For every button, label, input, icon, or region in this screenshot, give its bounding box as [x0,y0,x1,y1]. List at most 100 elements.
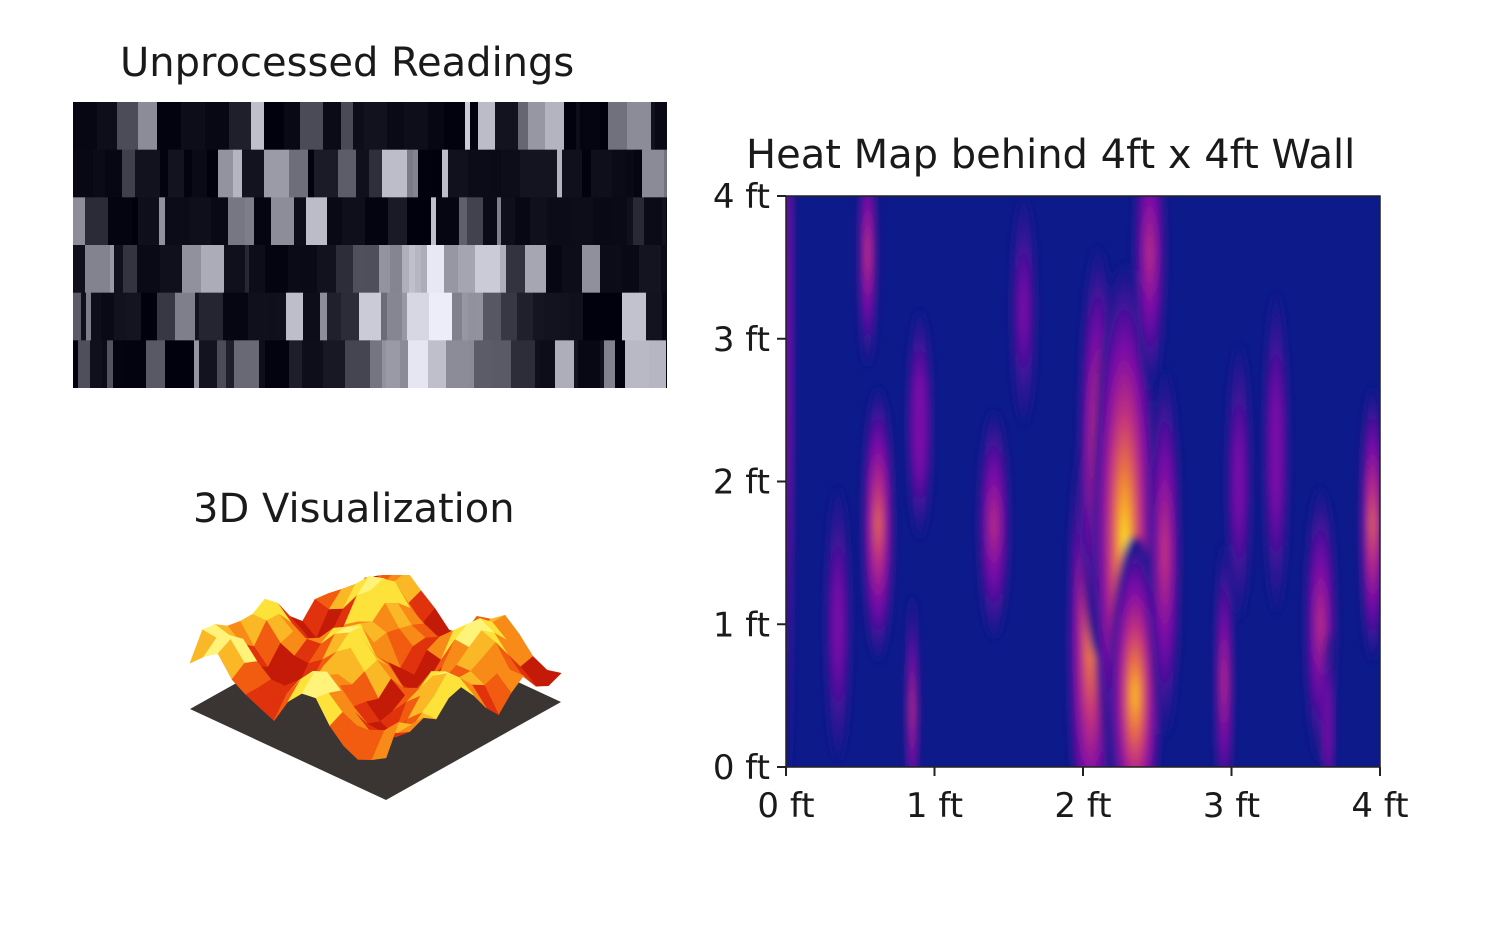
raw-reading-cell [73,149,94,198]
raw-reading-cell [192,149,208,198]
raw-reading-cell [545,102,565,151]
raw-reading-cell [569,292,584,341]
raw-reading-cell [207,149,219,198]
raw-reading-cell [562,149,583,198]
raw-reading-cell [576,102,581,151]
raw-reading-cell [205,102,230,151]
raw-readings-title: Unprocessed Readings [120,40,575,86]
raw-reading-cell [444,102,466,151]
raw-reading-cell [245,197,255,246]
raw-reading-cell [224,245,246,294]
raw-reading-cell [501,197,516,246]
raw-reading-cell [127,292,142,341]
raw-reading-cell [77,102,98,151]
raw-reading-cell [436,197,460,246]
raw-reading-cell [446,340,470,388]
raw-reading-cell [664,149,667,198]
x-tick-label: 1 ft [906,786,963,826]
raw-reading-cell [459,197,468,246]
raw-reading-cell [578,340,583,388]
raw-reading-cell [146,340,166,388]
raw-reading-cell [644,197,663,246]
raw-reading-cell [137,245,161,294]
raw-reading-cell [302,245,318,294]
raw-reading-cell [402,292,408,341]
raw-reading-cell [646,292,663,341]
raw-reading-cell [105,149,123,198]
raw-reading-cell [381,292,388,341]
raw-reading-cell [407,197,432,246]
raw-reading-cell [506,245,526,294]
raw-reading-cell [217,340,227,388]
raw-reading-cell [615,340,626,388]
heatmap-hotspot [1133,196,1167,391]
raw-reading-cell [271,197,295,246]
surface-title: 3D Visualization [193,486,515,532]
raw-reading-cell [323,102,342,151]
raw-reading-cell [365,197,389,246]
raw-reading-cell [470,102,479,151]
raw-reading-cell [591,149,613,198]
raw-reading-cell [483,292,502,341]
raw-reading-cell [604,340,616,388]
raw-reading-cell [633,197,645,246]
raw-reading-cell [123,340,147,388]
raw-reading-cell [639,245,662,294]
raw-reading-cell [492,340,512,388]
surface-plot [180,571,590,875]
raw-reading-cell [168,149,185,198]
raw-reading-cell [123,245,138,294]
raw-reading-cell [413,149,419,198]
raw-reading-cell [535,340,541,388]
raw-reading-cell [468,292,475,341]
raw-reading-cell [612,197,628,246]
y-tick-label: 3 ft [713,320,770,360]
raw-reading-cell [517,292,534,341]
raw-reading-cell [402,245,410,294]
raw-reading-cell [662,292,667,341]
raw-reading-cell [288,245,303,294]
raw-reading-cell [108,197,133,246]
raw-reading-cell [428,340,447,388]
raw-reading-cell [356,149,370,198]
raw-reading-cell [265,340,290,388]
raw-reading-cell [634,149,643,198]
raw-reading-cell [404,102,429,151]
raw-reading-cell [308,149,315,198]
raw-reading-cell [363,245,380,294]
raw-reading-cell [382,149,408,198]
raw-reading-cell [201,245,225,294]
raw-reading-cell [474,292,484,341]
raw-reading-cell [662,197,667,246]
raw-reading-cell [234,340,260,388]
raw-reading-cell [593,197,613,246]
raw-reading-cell [530,197,548,246]
raw-reading-cell [468,149,490,198]
raw-reading-cell [97,102,118,151]
raw-reading-cell [73,102,78,151]
raw-reading-cell [501,292,518,341]
raw-reading-cell [245,245,250,294]
heatmap-hotspot [1108,535,1162,767]
x-tick-label: 0 ft [757,786,814,826]
raw-reading-cell [500,245,507,294]
raw-reading-cell [528,102,546,151]
raw-reading-cell [345,340,371,388]
raw-reading-cell [132,197,139,246]
raw-reading-cell [218,149,234,198]
heatmap-hotspot [857,196,878,368]
raw-reading-cell [226,340,235,388]
raw-reading-cell [408,340,429,388]
raw-reading-cell [93,149,106,198]
raw-reading-cell [572,197,594,246]
raw-reading-cell [175,292,196,341]
raw-reading-cell [341,102,354,151]
raw-reading-cell [314,149,339,198]
raw-reading-cell [458,245,476,294]
raw-reading-cell [302,340,324,388]
raw-reading-cell [608,102,628,151]
raw-reading-cell [90,340,103,388]
raw-reading-cell [388,197,408,246]
raw-reading-cell [483,197,498,246]
raw-reading-cell [353,245,364,294]
